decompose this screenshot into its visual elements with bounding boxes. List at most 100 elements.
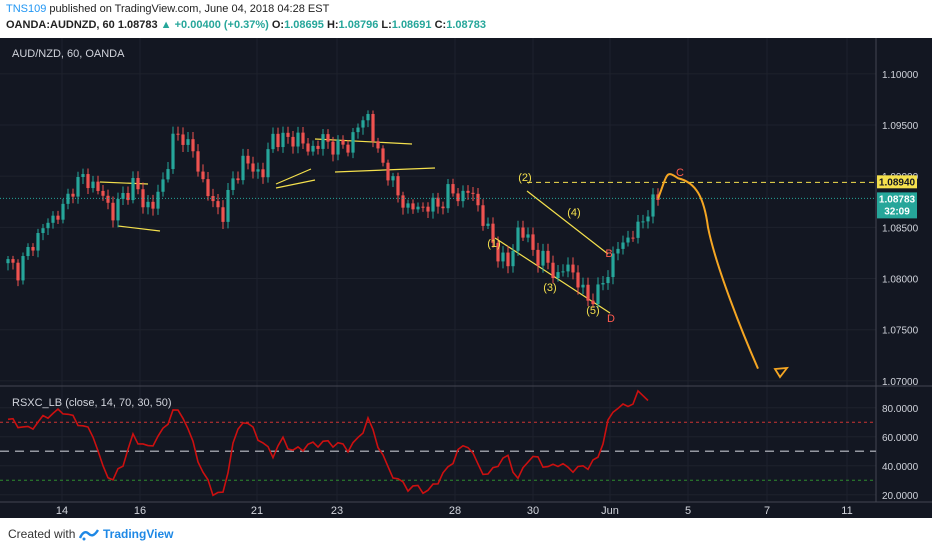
candle xyxy=(91,175,95,193)
candle xyxy=(221,200,225,230)
candle-body xyxy=(16,262,20,281)
candle xyxy=(481,199,485,231)
candle-body xyxy=(626,237,630,243)
trendline[interactable] xyxy=(275,168,312,185)
wave-channel-upper[interactable] xyxy=(526,190,609,255)
high-label: H: xyxy=(326,19,339,31)
candle xyxy=(286,126,290,144)
wave-label: (3) xyxy=(543,282,556,294)
candle-body xyxy=(576,272,580,288)
trendline[interactable] xyxy=(275,179,316,189)
wave-labels: (1) (2) (3) (4) (5) D B C xyxy=(487,167,684,325)
candle-body xyxy=(101,190,105,196)
candle xyxy=(361,116,365,135)
close-value: 1.08783 xyxy=(446,19,486,31)
candle xyxy=(281,126,285,153)
time-tick-label: 11 xyxy=(841,505,852,517)
candle-body xyxy=(516,227,520,251)
candle xyxy=(446,178,450,213)
trendline[interactable] xyxy=(314,138,413,145)
candle-body xyxy=(166,169,170,180)
up-arrow-icon: ▲ xyxy=(160,19,172,31)
candle-body xyxy=(21,256,25,281)
candle-body xyxy=(241,155,245,181)
trendline[interactable] xyxy=(334,167,436,173)
candle xyxy=(561,264,565,277)
tradingview-logo-icon[interactable] xyxy=(78,527,100,541)
candle xyxy=(41,223,45,241)
candle xyxy=(161,172,165,197)
publish-line: TNS109 published on TradingView.com, Jun… xyxy=(6,3,329,15)
price-change: +0.00400 (+0.37%) xyxy=(174,19,269,31)
projection-curve[interactable] xyxy=(657,173,759,370)
time-tick-label: 14 xyxy=(56,505,68,517)
candle xyxy=(166,161,170,183)
candle-body xyxy=(26,246,30,257)
candle xyxy=(46,218,50,236)
publish-info: published on TradingView.com, June 04, 2… xyxy=(49,3,330,15)
candle-body xyxy=(431,197,435,212)
candle xyxy=(101,184,105,201)
candle xyxy=(31,243,35,257)
candle xyxy=(546,243,550,270)
trendline[interactable] xyxy=(117,225,161,232)
candle-body xyxy=(236,178,240,181)
last-price-text: 1.08783 xyxy=(879,194,916,205)
candle-body xyxy=(631,237,635,239)
candle-body xyxy=(41,228,45,234)
candle xyxy=(251,156,255,179)
candle xyxy=(86,168,90,195)
candle xyxy=(186,132,190,153)
rsx-axis[interactable]: 20.0000 40.0000 60.0000 80.0000 xyxy=(882,404,919,502)
candle xyxy=(176,126,180,141)
candle-body xyxy=(386,162,390,181)
last-price: 1.08783 xyxy=(117,19,158,31)
candle-body xyxy=(261,169,265,178)
candle xyxy=(136,171,140,195)
candle-body xyxy=(36,233,40,251)
candle-body xyxy=(376,141,380,149)
candle xyxy=(541,243,545,273)
candle xyxy=(206,171,210,201)
wave-label: (2) xyxy=(518,172,531,184)
candle-body xyxy=(271,133,275,150)
candle-body xyxy=(531,234,535,250)
author-link[interactable]: TNS109 xyxy=(6,3,47,15)
rsx-tick-label: 80.0000 xyxy=(882,404,919,415)
candle xyxy=(261,162,265,184)
time-axis[interactable]: 14 16 21 23 28 30 Jun 5 7 11 xyxy=(56,505,853,517)
candle xyxy=(556,264,560,282)
tradingview-brand[interactable]: TradingView xyxy=(103,527,174,541)
candle-body xyxy=(421,206,425,208)
candle xyxy=(196,144,200,177)
candle xyxy=(496,236,500,268)
candle-body xyxy=(291,136,295,147)
point-b-label: B xyxy=(605,248,612,260)
candle xyxy=(276,127,280,152)
trendline[interactable] xyxy=(99,181,149,185)
ohlc-line: OANDA:AUDNZD, 60 1.08783 ▲ +0.00400 (+0.… xyxy=(6,19,486,31)
candle xyxy=(266,142,270,183)
candle-body xyxy=(301,132,305,144)
candle-body xyxy=(121,192,125,199)
candle xyxy=(236,171,240,184)
grid xyxy=(0,38,876,502)
candle xyxy=(106,189,110,210)
candle-body xyxy=(81,174,85,178)
candle-body xyxy=(611,253,615,278)
chart-area[interactable]: (1) (2) (3) (4) (5) D B C 1.07000 1.07500… xyxy=(0,38,932,518)
candle-body xyxy=(31,246,35,251)
candle xyxy=(501,246,505,269)
candle xyxy=(421,202,425,212)
candle-body xyxy=(561,271,565,273)
candle xyxy=(596,277,600,309)
wave-label: (4) xyxy=(567,207,580,219)
candle-body xyxy=(456,193,460,202)
time-tick-label: 5 xyxy=(685,505,691,517)
candle-body xyxy=(191,139,195,152)
footer: Created with TradingView xyxy=(0,518,932,550)
candle-body xyxy=(331,141,335,155)
candle-body xyxy=(106,195,110,203)
candle xyxy=(531,227,535,256)
time-tick-label: 7 xyxy=(764,505,770,517)
